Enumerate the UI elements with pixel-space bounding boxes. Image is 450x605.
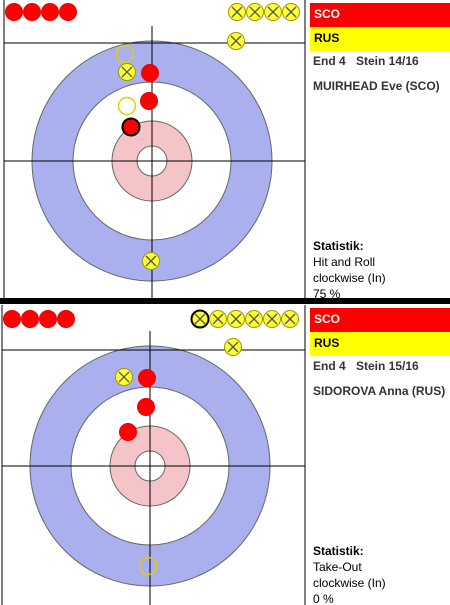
panel: SCO RUS End 4 Stein 14/16 MUIRHEAD Eve (SCO)… [3, 0, 450, 301]
red-stone [141, 64, 159, 82]
moved-stone-marker [115, 44, 135, 64]
red-stone [5, 3, 23, 21]
red-stone [21, 310, 39, 328]
stone-cross [118, 371, 130, 383]
red-stone [3, 310, 21, 328]
shot-direction: clockwise (In) [313, 271, 386, 285]
red-stone [59, 3, 77, 21]
shot-type: Take-Out [313, 560, 362, 574]
stone-cross [227, 341, 239, 353]
end-label: End 4 [313, 359, 346, 373]
team-yellow-box [310, 332, 450, 356]
stats-label: Statistik: [313, 544, 364, 558]
stone-cross [212, 313, 224, 325]
stone-cross [285, 6, 297, 18]
stone-cross [231, 6, 243, 18]
stone-cross [194, 313, 206, 325]
shot-percentage: 75 % [313, 287, 341, 301]
moved-stone-marker [117, 96, 137, 116]
end-label: End 4 [313, 54, 346, 68]
red-stone [119, 423, 137, 441]
stone-cross [267, 6, 279, 18]
stone-cross [248, 313, 260, 325]
shot-percentage: 0 % [313, 592, 334, 605]
stone-cross [230, 313, 242, 325]
stone-cross [266, 313, 278, 325]
player-name: MUIRHEAD Eve (SCO) [313, 79, 440, 93]
red-stone [121, 117, 141, 137]
player-name: SIDOROVA Anna (RUS) [313, 384, 445, 398]
red-stone [23, 3, 41, 21]
stone-label: Stein 15/16 [356, 359, 419, 373]
team-yellow: RUS [314, 336, 339, 350]
red-stone [41, 3, 59, 21]
team-red-box [310, 3, 450, 27]
separator [0, 298, 450, 304]
red-stone [140, 92, 158, 110]
stone-cross [145, 255, 157, 267]
red-stone [138, 369, 156, 387]
team-red: SCO [314, 7, 340, 21]
team-yellow: RUS [314, 31, 339, 45]
shot-direction: clockwise (In) [313, 576, 386, 590]
red-stone [137, 398, 155, 416]
stone-label: Stein 14/16 [356, 54, 419, 68]
red-stone [39, 310, 57, 328]
stone-cross [230, 35, 242, 47]
panel: SCO RUS End 4 Stein 15/16 SIDOROVA Anna (RUS… [1, 305, 450, 605]
moved-stone-marker [138, 556, 158, 576]
stone-cross [249, 6, 261, 18]
stone-cross [284, 313, 296, 325]
team-red-box [310, 308, 450, 332]
team-red: SCO [314, 312, 340, 326]
shot-type: Hit and Roll [313, 255, 375, 269]
red-stone [57, 310, 75, 328]
stone-cross [121, 66, 133, 78]
stats-label: Statistik: [313, 239, 364, 253]
team-yellow-box [310, 27, 450, 51]
